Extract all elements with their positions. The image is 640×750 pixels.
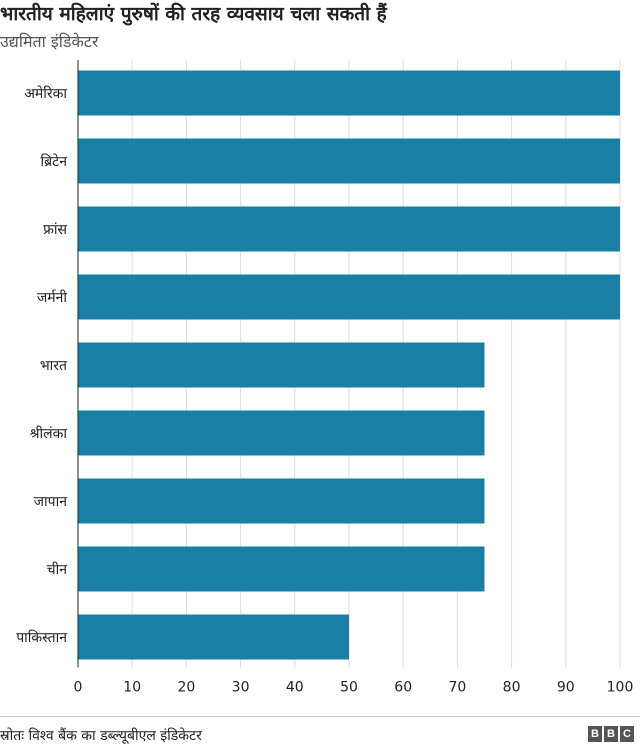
x-tick-label: 100 bbox=[607, 680, 634, 696]
y-tick-label: जापान bbox=[34, 494, 68, 510]
bar-chart: अमेरिका ब्रिटेन फ्रांस जर्मनी भारत श्रीलंका जा… bbox=[16, 60, 634, 696]
footer-divider bbox=[0, 716, 640, 717]
y-tick-label: पाकिस्तान bbox=[16, 629, 67, 646]
bbc-logo: B B C bbox=[588, 726, 634, 742]
bar bbox=[78, 478, 485, 524]
bar bbox=[78, 342, 485, 388]
bar bbox=[78, 70, 620, 116]
x-tick-label: 40 bbox=[286, 680, 304, 696]
bar bbox=[78, 614, 349, 660]
x-tick-label: 80 bbox=[503, 680, 521, 696]
y-tick-label: श्रीलंका bbox=[30, 425, 68, 442]
x-tick-label: 50 bbox=[340, 680, 358, 696]
x-tick-label: 30 bbox=[232, 680, 250, 696]
source-note: स्रोतः विश्व बैंक का डब्ल्यूबीएल इंडिकेट… bbox=[0, 728, 202, 744]
bar bbox=[78, 410, 485, 456]
y-tick-label: ब्रिटेन bbox=[41, 153, 68, 170]
bar bbox=[78, 138, 620, 184]
x-tick-label: 20 bbox=[177, 680, 195, 696]
y-tick-label: चीन bbox=[47, 561, 68, 578]
bar bbox=[78, 206, 620, 252]
y-tick-label: भारत bbox=[40, 358, 68, 374]
bar bbox=[78, 274, 620, 320]
chart-title: भारतीय महिलाएं पुरुषों की तरह व्यवसाय चल… bbox=[0, 3, 387, 25]
x-tick-label: 10 bbox=[123, 680, 141, 696]
x-tick-label: 90 bbox=[557, 680, 575, 696]
bbc-logo-letter: B bbox=[604, 726, 618, 742]
x-tick-label: 60 bbox=[394, 680, 412, 696]
x-tick-label: 0 bbox=[74, 680, 83, 696]
bbc-logo-letter: C bbox=[620, 726, 634, 742]
y-tick-label: फ्रांस bbox=[43, 222, 67, 238]
bar bbox=[78, 546, 485, 592]
x-tick-label: 70 bbox=[448, 680, 466, 696]
y-tick-label: अमेरिका bbox=[24, 85, 67, 102]
y-tick-label: जर्मनी bbox=[37, 289, 68, 306]
bbc-logo-letter: B bbox=[588, 726, 602, 742]
chart-subtitle: उद्यमिता इंडिकेटर bbox=[0, 32, 99, 51]
